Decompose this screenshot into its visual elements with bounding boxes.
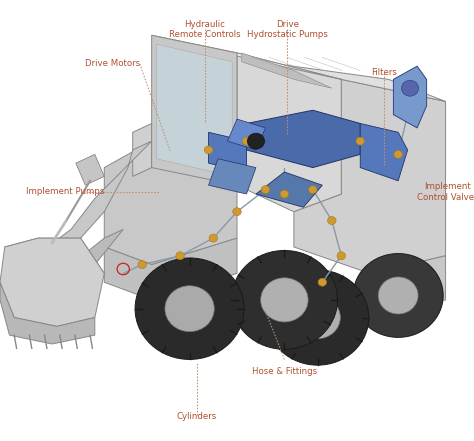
Circle shape xyxy=(204,146,213,154)
Circle shape xyxy=(135,258,244,359)
Text: Hose & Fittings: Hose & Fittings xyxy=(252,367,317,376)
Polygon shape xyxy=(242,53,332,88)
Circle shape xyxy=(328,217,336,224)
Polygon shape xyxy=(38,141,152,265)
Text: Hydraulic
Remote Controls: Hydraulic Remote Controls xyxy=(169,20,241,39)
Polygon shape xyxy=(228,119,265,150)
Polygon shape xyxy=(47,229,123,291)
Circle shape xyxy=(309,186,317,194)
Polygon shape xyxy=(43,238,104,282)
Circle shape xyxy=(337,252,346,260)
Circle shape xyxy=(247,133,264,149)
Polygon shape xyxy=(261,62,446,101)
Polygon shape xyxy=(104,238,237,300)
Polygon shape xyxy=(156,44,232,176)
Circle shape xyxy=(401,80,419,96)
Circle shape xyxy=(394,150,402,158)
Circle shape xyxy=(231,250,337,349)
Polygon shape xyxy=(209,159,256,194)
Circle shape xyxy=(318,278,327,286)
Circle shape xyxy=(261,278,308,322)
Text: Implement Pumps: Implement Pumps xyxy=(26,187,104,196)
Polygon shape xyxy=(370,256,446,318)
Circle shape xyxy=(233,208,241,216)
Text: Cylinders: Cylinders xyxy=(177,412,217,421)
Polygon shape xyxy=(5,238,81,247)
Polygon shape xyxy=(0,238,104,326)
Circle shape xyxy=(261,186,270,194)
Polygon shape xyxy=(246,110,360,168)
Circle shape xyxy=(176,252,184,260)
Polygon shape xyxy=(133,123,152,176)
Polygon shape xyxy=(104,141,237,265)
Polygon shape xyxy=(0,282,95,344)
Polygon shape xyxy=(294,79,446,273)
Circle shape xyxy=(242,137,251,145)
Circle shape xyxy=(280,190,289,198)
Circle shape xyxy=(378,277,418,314)
Text: Filters: Filters xyxy=(371,68,397,77)
Circle shape xyxy=(353,254,443,337)
Circle shape xyxy=(165,286,214,332)
Polygon shape xyxy=(76,154,104,185)
Polygon shape xyxy=(152,35,341,79)
Text: Drive
Hydrostatic Pumps: Drive Hydrostatic Pumps xyxy=(247,20,328,39)
Polygon shape xyxy=(209,132,246,172)
Text: Implement
Control Valves: Implement Control Valves xyxy=(417,182,474,202)
Circle shape xyxy=(266,270,369,365)
Polygon shape xyxy=(256,172,322,207)
Circle shape xyxy=(209,234,218,242)
Circle shape xyxy=(138,261,146,269)
Polygon shape xyxy=(152,35,237,185)
Circle shape xyxy=(295,296,340,339)
Circle shape xyxy=(356,137,365,145)
Polygon shape xyxy=(237,53,341,212)
Text: Drive Motors: Drive Motors xyxy=(85,60,140,68)
Polygon shape xyxy=(360,123,408,181)
Polygon shape xyxy=(393,66,427,128)
